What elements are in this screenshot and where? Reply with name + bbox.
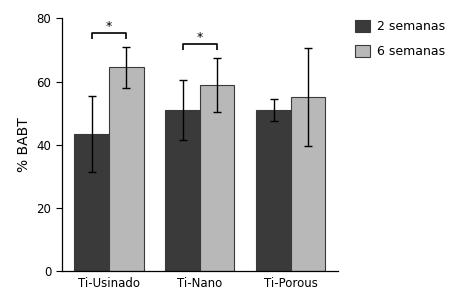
Text: *: * <box>197 31 203 44</box>
Bar <box>200 85 235 271</box>
Bar <box>74 134 109 271</box>
Y-axis label: % BABT: % BABT <box>17 117 31 172</box>
Legend: 2 semanas, 6 semanas: 2 semanas, 6 semanas <box>355 20 445 58</box>
Bar <box>109 67 144 271</box>
Bar <box>165 110 200 271</box>
Bar <box>256 110 291 271</box>
Text: *: * <box>106 20 112 33</box>
Bar <box>291 97 326 271</box>
